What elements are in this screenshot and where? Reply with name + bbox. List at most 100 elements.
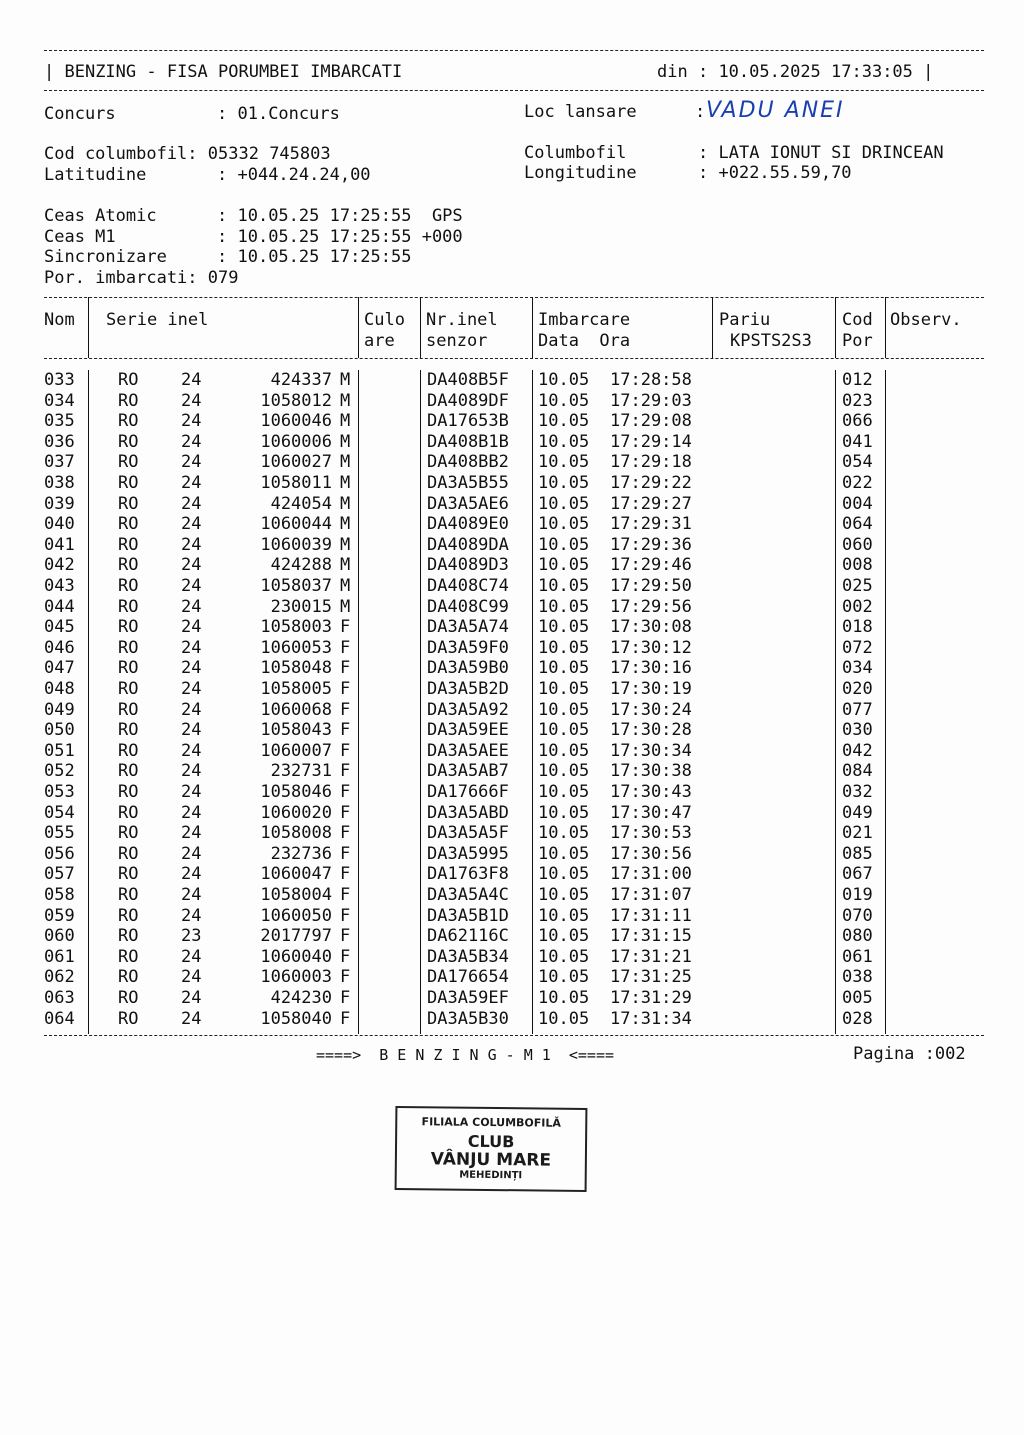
cell-country: RO — [118, 782, 139, 802]
cell-sensor: DA3A5ABD — [427, 802, 509, 823]
col-divider — [835, 370, 836, 1034]
cell-date: 10.05 — [538, 493, 590, 514]
header-nom: Nom — [44, 310, 75, 330]
date-value: 10.05.2025 17:33:05 — [718, 62, 913, 82]
por-value: 079 — [207, 268, 239, 288]
cell-sensor: DA3A5B30 — [427, 1008, 509, 1029]
cell-time: 17:30:24 — [610, 699, 692, 720]
cell-date: 10.05 — [538, 946, 590, 967]
ceas-atomic-label: Ceas Atomic — [44, 206, 157, 226]
col-divider — [358, 370, 359, 1034]
cell-date: 10.05 — [538, 431, 590, 452]
cell-nom: 035 — [44, 411, 75, 432]
cell-sensor: DA3A5B34 — [427, 946, 509, 967]
cell-ring-number: 424054 — [270, 493, 332, 514]
cell-sex: M — [340, 534, 351, 555]
cell-date: 10.05 — [538, 988, 590, 1008]
table-top-border — [44, 297, 984, 298]
cell-time: 17:29:50 — [610, 576, 692, 596]
cell-date: 10.05 — [538, 576, 590, 596]
cell-sensor: DA4089E0 — [427, 514, 509, 535]
cell-year: 24 — [181, 370, 202, 390]
cell-time: 17:29:18 — [610, 452, 692, 473]
cell-sensor: DA3A5A92 — [427, 699, 509, 720]
cell-sensor: DA17666F — [427, 782, 509, 802]
cell-sensor: DA3A5A5F — [427, 823, 509, 844]
col-divider — [88, 297, 89, 358]
ceas-atomic-value: 10.05.25 17:25:55 GPS — [237, 206, 463, 226]
cell-year: 24 — [181, 617, 202, 638]
report-title: BENZING - FISA PORUMBEI IMBARCATI — [64, 62, 403, 82]
cell-cod-por: 085 — [842, 843, 873, 864]
cell-cod-por: 077 — [842, 699, 873, 720]
cell-sex: F — [340, 926, 351, 947]
cell-country: RO — [118, 885, 139, 905]
cell-nom: 036 — [44, 431, 75, 452]
cell-date: 10.05 — [538, 596, 590, 617]
cell-cod-por: 028 — [842, 1008, 873, 1029]
cell-sensor: DA408BB2 — [427, 452, 509, 473]
cell-sensor: DA3A5B2D — [427, 679, 509, 699]
cell-sex: F — [340, 946, 351, 967]
cell-sensor: DA3A5995 — [427, 843, 509, 864]
cell-time: 17:31:29 — [610, 988, 692, 1008]
cell-year: 24 — [181, 411, 202, 432]
cod-label: Cod columbofil: 05332 745803 — [44, 144, 331, 164]
cell-nom: 051 — [44, 740, 75, 761]
cell-date: 10.05 — [538, 679, 590, 699]
cell-year: 24 — [181, 740, 202, 761]
cell-cod-por: 034 — [842, 658, 873, 679]
cell-date: 10.05 — [538, 885, 590, 905]
cell-country: RO — [118, 576, 139, 596]
columbofil-label: Columbofil — [524, 143, 627, 163]
cell-cod-por: 064 — [842, 514, 873, 535]
cell-sex: M — [340, 555, 351, 576]
cell-ring-number: 1058003 — [260, 617, 332, 638]
cell-time: 17:30:38 — [610, 761, 692, 782]
cell-country: RO — [118, 843, 139, 864]
cell-ring-number: 1060068 — [260, 699, 332, 720]
cell-sex: F — [340, 885, 351, 905]
cell-sex: F — [340, 823, 351, 844]
header-cod: Cod — [842, 310, 873, 330]
cell-ring-number: 1058012 — [260, 390, 332, 411]
col-divider — [420, 370, 421, 1034]
cell-sex: M — [340, 390, 351, 411]
cell-ring-number: 1060039 — [260, 534, 332, 555]
cell-country: RO — [118, 905, 139, 926]
cell-nom: 039 — [44, 493, 75, 514]
cell-date: 10.05 — [538, 802, 590, 823]
col-divider — [885, 297, 886, 358]
cell-cod-por: 022 — [842, 473, 873, 493]
cell-sensor: DA4089DA — [427, 534, 509, 555]
cell-ring-number: 230015 — [270, 596, 332, 617]
cell-nom: 063 — [44, 988, 75, 1008]
cell-sex: F — [340, 658, 351, 679]
date-label: din — [657, 62, 688, 82]
col-divider — [420, 297, 421, 358]
cell-nom: 044 — [44, 596, 75, 617]
cell-ring-number: 1058005 — [260, 679, 332, 699]
cell-sensor: DA4089D3 — [427, 555, 509, 576]
col-divider — [712, 297, 713, 358]
cell-sex: F — [340, 843, 351, 864]
cell-year: 24 — [181, 555, 202, 576]
cell-nom: 042 — [44, 555, 75, 576]
cell-date: 10.05 — [538, 740, 590, 761]
cell-ring-number: 1060003 — [260, 967, 332, 988]
cell-country: RO — [118, 514, 139, 535]
cell-year: 24 — [181, 1008, 202, 1029]
cell-sex: M — [340, 411, 351, 432]
footer-device: ====> B E N Z I N G - M 1 <==== — [316, 1046, 615, 1064]
cell-time: 17:31:21 — [610, 946, 692, 967]
long-field: : +022.55.59,70 — [698, 163, 852, 183]
cell-cod-por: 061 — [842, 946, 873, 967]
cell-cod-por: 025 — [842, 576, 873, 596]
cell-ring-number: 1060047 — [260, 864, 332, 885]
cell-date: 10.05 — [538, 843, 590, 864]
cell-sensor: DA3A59F0 — [427, 637, 509, 658]
cell-country: RO — [118, 658, 139, 679]
cell-year: 24 — [181, 843, 202, 864]
cell-sensor: DA3A59B0 — [427, 658, 509, 679]
cell-sex: M — [340, 473, 351, 493]
